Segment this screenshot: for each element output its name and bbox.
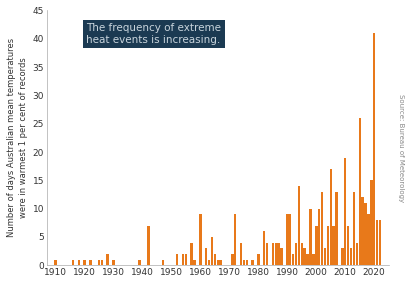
Bar	[204, 248, 207, 265]
Bar	[285, 214, 288, 265]
Bar	[332, 225, 334, 265]
Bar	[311, 254, 314, 265]
Bar	[242, 260, 245, 265]
Bar	[343, 158, 346, 265]
Bar	[77, 260, 80, 265]
Bar	[101, 260, 103, 265]
Bar	[231, 254, 233, 265]
Bar	[346, 225, 348, 265]
Bar	[280, 248, 282, 265]
Bar	[277, 243, 279, 265]
Bar	[234, 214, 236, 265]
Bar	[300, 243, 302, 265]
Bar	[294, 243, 297, 265]
Bar	[54, 260, 57, 265]
Bar	[378, 220, 380, 265]
Bar	[323, 248, 326, 265]
Bar	[219, 260, 221, 265]
Text: The frequency of extreme
heat events is increasing.: The frequency of extreme heat events is …	[86, 23, 221, 45]
Bar	[83, 260, 85, 265]
Bar	[372, 33, 375, 265]
Bar	[340, 248, 343, 265]
Bar	[357, 118, 360, 265]
Bar	[314, 225, 317, 265]
Bar	[199, 214, 201, 265]
Bar	[320, 192, 323, 265]
Bar	[161, 260, 164, 265]
Bar	[360, 197, 363, 265]
Bar	[375, 220, 378, 265]
Bar	[364, 203, 366, 265]
Bar	[308, 209, 311, 265]
Bar	[306, 254, 308, 265]
Bar	[369, 180, 372, 265]
Bar	[106, 254, 109, 265]
Bar	[175, 254, 178, 265]
Bar	[181, 254, 184, 265]
Bar	[147, 225, 149, 265]
Bar	[245, 260, 247, 265]
Bar	[112, 260, 115, 265]
Bar	[210, 237, 213, 265]
Bar	[349, 248, 351, 265]
Bar	[207, 260, 210, 265]
Bar	[288, 214, 291, 265]
Bar	[251, 260, 253, 265]
Bar	[98, 260, 100, 265]
Bar	[326, 225, 328, 265]
Bar	[297, 186, 299, 265]
Y-axis label: Number of days Australian mean temperatures
were in warmest 1 per cent of record: Number of days Australian mean temperatu…	[7, 38, 28, 237]
Bar	[291, 254, 294, 265]
Bar	[303, 248, 305, 265]
Bar	[89, 260, 91, 265]
Bar	[72, 260, 74, 265]
Bar	[329, 169, 331, 265]
Bar	[352, 192, 354, 265]
Bar	[193, 260, 196, 265]
Bar	[256, 254, 259, 265]
Bar	[317, 209, 319, 265]
Text: Source: Bureau of Meteorology: Source: Bureau of Meteorology	[397, 94, 403, 202]
Bar	[184, 254, 187, 265]
Bar	[213, 254, 216, 265]
Bar	[355, 243, 357, 265]
Bar	[274, 243, 276, 265]
Bar	[239, 243, 242, 265]
Bar	[216, 260, 218, 265]
Bar	[138, 260, 140, 265]
Bar	[271, 243, 273, 265]
Bar	[335, 192, 337, 265]
Bar	[366, 214, 369, 265]
Bar	[265, 243, 267, 265]
Bar	[190, 243, 193, 265]
Bar	[262, 231, 265, 265]
